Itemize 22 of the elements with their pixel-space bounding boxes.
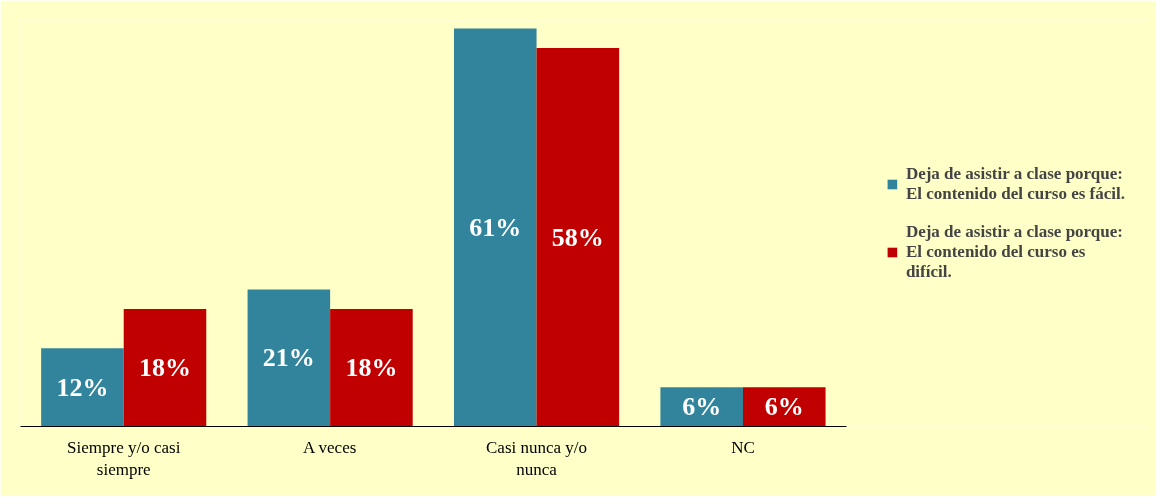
bar xyxy=(453,28,537,427)
bar xyxy=(660,387,743,427)
data-label: 6% xyxy=(764,392,804,422)
bar xyxy=(536,48,620,427)
x-tick-label: Casi nunca y/o nunca xyxy=(486,437,588,480)
data-label: 58% xyxy=(551,222,604,252)
bar xyxy=(41,348,124,427)
data-label: 61% xyxy=(469,212,522,242)
legend-label: Deja de asistir a clase porque: El contenido del curso es difícil. xyxy=(905,222,1123,282)
x-tick-label: A veces xyxy=(302,437,357,457)
data-label: 21% xyxy=(262,343,315,373)
data-label: 18% xyxy=(345,353,398,383)
data-label: 6% xyxy=(682,392,722,422)
bar xyxy=(123,309,207,427)
data-label: 18% xyxy=(139,353,191,383)
legend-label: Deja de asistir a clase porque: El contenido del curso es fácil. xyxy=(905,164,1125,204)
bar xyxy=(742,387,826,427)
x-tick-label: Siempre y/o casi siempre xyxy=(67,437,181,480)
bar xyxy=(330,309,413,427)
data-label: 12% xyxy=(56,372,109,402)
x-tick-label: NC xyxy=(731,437,755,457)
bar xyxy=(247,289,331,427)
